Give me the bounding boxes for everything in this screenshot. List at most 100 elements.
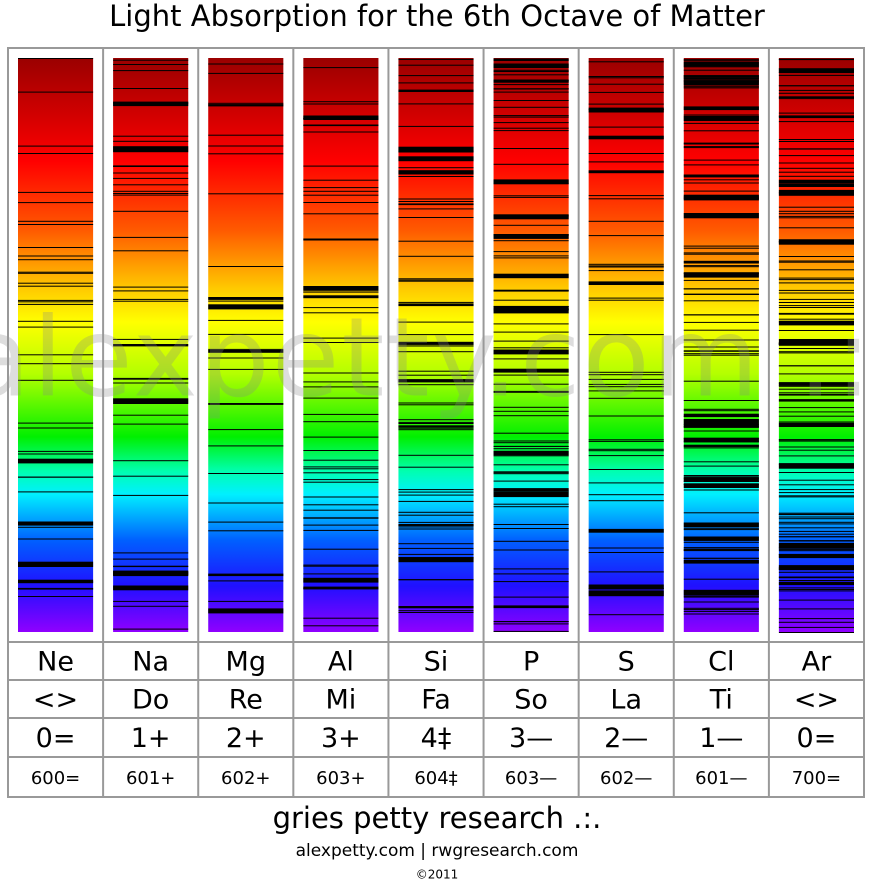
absorption-line [398, 384, 474, 386]
absorption-line [208, 445, 284, 447]
absorption-line [683, 522, 759, 528]
absorption-line [778, 527, 854, 529]
absorption-line [18, 301, 94, 303]
element-label: Mg [226, 647, 266, 678]
absorption-line [778, 530, 854, 532]
absorption-line [778, 139, 854, 140]
absorption-line [493, 549, 569, 551]
absorption-line [493, 383, 569, 385]
absorption-line [683, 190, 759, 192]
absorption-line [493, 406, 569, 408]
absorption-line [493, 127, 569, 129]
absorption-line [208, 403, 284, 404]
absorption-line [18, 259, 94, 261]
absorption-line [683, 69, 759, 71]
absorption-line [303, 238, 379, 241]
absorption-line [493, 163, 569, 165]
absorption-line [778, 439, 854, 441]
absorption-line [398, 489, 474, 491]
absorption-line [778, 590, 854, 592]
absorption-line [303, 509, 379, 511]
code-label: 602— [600, 768, 652, 789]
note-label: Fa [421, 685, 451, 716]
absorption-line [683, 59, 759, 61]
code-label: 601— [695, 768, 747, 789]
absorption-line [778, 533, 854, 535]
absorption-line [398, 278, 474, 280]
absorption-line [778, 521, 854, 523]
absorption-line [208, 193, 284, 195]
absorption-line [18, 579, 94, 584]
absorption-line [588, 482, 664, 484]
element-label: Ne [37, 647, 74, 678]
absorption-line [493, 69, 569, 71]
absorption-line [303, 577, 379, 583]
absorption-line [113, 605, 189, 607]
absorption-line [683, 86, 759, 88]
absorption-line [18, 303, 94, 305]
absorption-line [398, 612, 474, 613]
absorption-line [208, 102, 284, 104]
absorption-line [208, 502, 284, 504]
absorption-line [778, 495, 854, 497]
absorption-line [778, 449, 854, 451]
absorption-line [113, 166, 189, 167]
absorption-line [18, 587, 94, 589]
absorption-line [683, 424, 759, 428]
absorption-line [683, 541, 759, 543]
absorption-line [493, 455, 569, 457]
absorption-line [493, 353, 569, 355]
absorption-line [398, 543, 474, 545]
absorption-line [683, 578, 759, 580]
absorption-line [208, 145, 284, 147]
absorption-line [18, 224, 94, 225]
absorption-line [303, 564, 379, 566]
absorption-line [588, 439, 664, 441]
absorption-line [303, 312, 379, 314]
absorption-line [778, 58, 854, 60]
note-label: <> [33, 685, 78, 716]
absorption-line [18, 476, 94, 478]
absorption-line [778, 292, 854, 294]
absorption-line [778, 550, 854, 552]
number-label: 4‡ [421, 723, 452, 754]
absorption-line [778, 484, 854, 486]
element-label: P [523, 647, 539, 678]
absorption-line [778, 141, 854, 142]
absorption-line [588, 281, 664, 285]
absorption-line [303, 187, 379, 189]
absorption-line [778, 407, 854, 409]
absorption-line [113, 210, 189, 212]
absorption-line [398, 125, 474, 127]
absorption-line [778, 330, 854, 331]
absorption-line [208, 403, 284, 405]
absorption-line [113, 566, 189, 568]
absorption-line [208, 153, 284, 155]
absorption-line [398, 217, 474, 218]
code-label: 700= [792, 768, 841, 789]
footer-name: gries petty research .:. [273, 801, 602, 835]
absorption-line [398, 379, 474, 383]
spectrum [683, 58, 759, 632]
absorption-line [683, 106, 759, 111]
absorption-line [493, 349, 569, 354]
absorption-line [493, 472, 569, 474]
absorption-line [778, 599, 854, 601]
absorption-line [778, 72, 854, 73]
absorption-line [778, 312, 854, 314]
absorption-line [778, 626, 854, 628]
absorption-line [588, 263, 664, 265]
absorption-line [113, 290, 189, 292]
absorption-line [778, 576, 854, 578]
absorption-line [683, 122, 759, 124]
absorption-line [18, 272, 94, 274]
absorption-line [18, 58, 94, 59]
absorption-line [683, 247, 759, 249]
absorption-line [208, 104, 284, 107]
number-label: 3— [509, 723, 553, 754]
absorption-line [778, 479, 854, 481]
absorption-line [778, 518, 854, 520]
absorption-line [493, 234, 569, 239]
absorption-line [113, 64, 189, 65]
absorption-line [493, 473, 569, 475]
